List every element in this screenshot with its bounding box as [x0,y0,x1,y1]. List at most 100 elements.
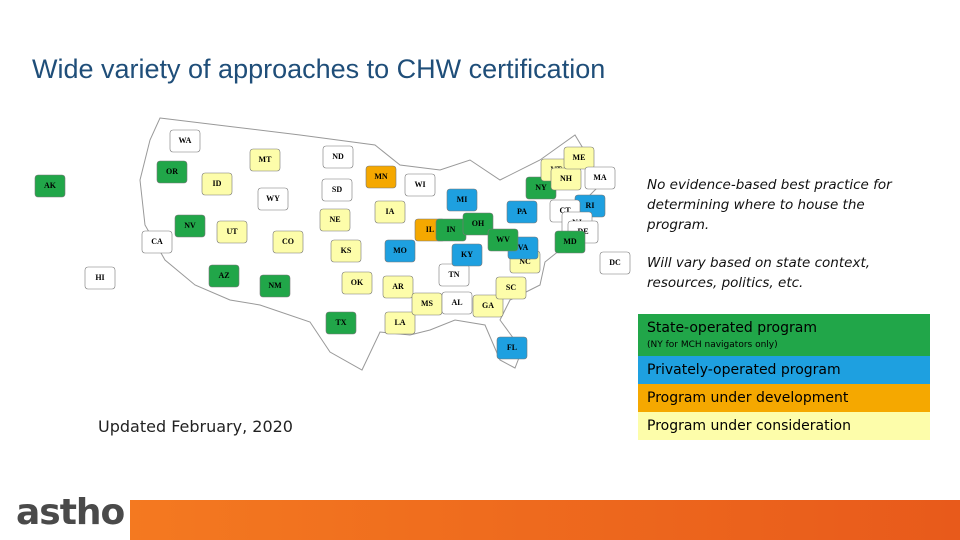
state [554,230,586,254]
state-label: ME [573,153,586,162]
state-label: LA [394,318,405,327]
state-label: IA [386,207,395,216]
state-label: KS [341,246,352,255]
state-label: CT [559,206,571,215]
state-label: IN [447,225,456,234]
logo: astho [16,492,125,533]
state [446,188,478,212]
state-label: MN [374,172,388,181]
state-label: NC [519,257,531,266]
state-label: CA [151,237,163,246]
state-label: MA [593,173,607,182]
state-label: GA [482,301,494,310]
state-label: SD [332,185,342,194]
state [272,230,304,254]
legend-item: State-operated program (NY for MCH naviga… [638,314,930,356]
state-label: IL [426,225,434,234]
state-label: KY [461,250,473,259]
state-label: AL [451,298,462,307]
legend-label: Privately-operated program [647,362,841,378]
state-label: WI [414,180,425,189]
legend-label: Program under development [647,390,849,406]
state-label: MO [393,246,407,255]
state-label: NH [560,174,573,183]
legend-item: Privately-operated program [638,356,930,384]
state [563,146,595,170]
state-label: RI [586,201,595,210]
state [496,336,528,360]
note: Will vary based on state context, resour… [647,255,871,291]
state [169,129,201,153]
state-label: NE [329,215,340,224]
state [201,172,233,196]
state [321,178,353,202]
state-label: PA [517,207,527,216]
state-label: FL [507,343,517,352]
state [174,214,206,238]
state-label: ID [213,179,222,188]
state [462,212,494,236]
state-label: OK [351,278,364,287]
state [451,243,483,267]
state-label: UT [226,227,238,236]
updated-date: Updated February, 2020 [98,417,293,436]
state-label: OH [472,219,485,228]
state-label: MS [421,299,434,308]
state [472,294,504,318]
state [141,230,173,254]
state [330,239,362,263]
state-label: ND [332,152,344,161]
state-label: DC [609,258,621,267]
state-label: AR [392,282,404,291]
state-label: NY [535,183,547,192]
state [34,174,66,198]
state [599,251,631,275]
state [584,166,616,190]
state [325,311,357,335]
state [84,266,116,290]
footer-band [130,500,960,540]
state-label: AK [44,181,57,190]
state-label: MI [457,195,468,204]
state [441,291,473,315]
legend-label: Program under consideration [647,418,851,434]
legend-item: Program under development [638,384,930,412]
state [259,274,291,298]
state [322,145,354,169]
legend: State-operated program (NY for MCH naviga… [638,314,930,440]
state-label: NV [184,221,196,230]
state-label: WV [496,235,510,244]
state [257,187,289,211]
state [249,148,281,172]
legend-label: State-operated program [647,320,817,336]
state [365,165,397,189]
state-label: NM [268,281,282,290]
state [216,220,248,244]
state [382,275,414,299]
state-label: TN [448,270,459,279]
state-label: VA [518,243,529,252]
state [208,264,240,288]
legend-item: Program under consideration [638,412,930,440]
state-label: TX [335,318,346,327]
state [495,276,527,300]
state-label: OR [166,167,178,176]
state-label: WY [266,194,280,203]
title: Wide variety of approaches to CHW certif… [32,54,606,84]
state-label: MD [563,237,577,246]
state [506,200,538,224]
state [156,160,188,184]
state [319,208,351,232]
state-label: WA [179,136,192,145]
state [341,271,373,295]
state-label: AZ [218,271,229,280]
note: No evidence-based best practice for dete… [647,177,892,233]
state [384,239,416,263]
state-label: HI [95,273,104,282]
legend-sublabel: (NY for MCH navigators only) [647,340,778,350]
state [404,173,436,197]
state [384,311,416,335]
state-label: SC [506,283,516,292]
